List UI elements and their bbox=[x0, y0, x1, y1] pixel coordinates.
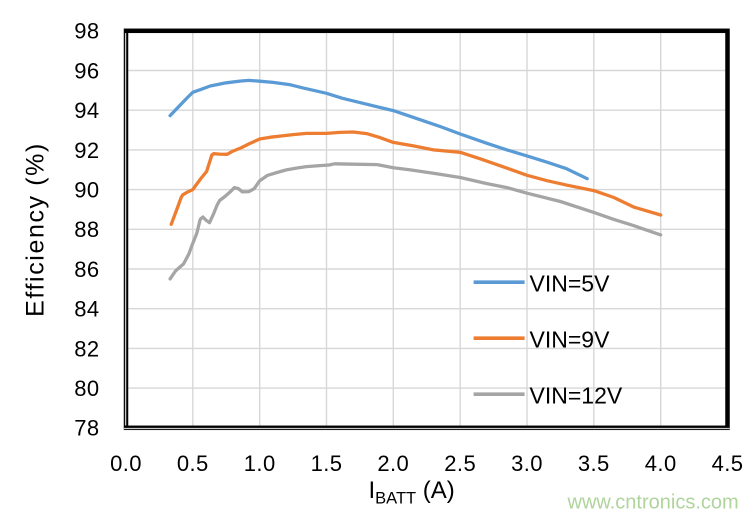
svg-text:1.5: 1.5 bbox=[311, 451, 343, 476]
svg-text:3.5: 3.5 bbox=[578, 451, 610, 476]
svg-text:4.5: 4.5 bbox=[712, 451, 744, 476]
svg-text:0.0: 0.0 bbox=[110, 451, 142, 476]
svg-text:88: 88 bbox=[74, 217, 99, 242]
svg-text:0.5: 0.5 bbox=[177, 451, 209, 476]
svg-text:90: 90 bbox=[74, 178, 99, 203]
svg-text:2.0: 2.0 bbox=[377, 451, 409, 476]
svg-text:82: 82 bbox=[74, 336, 99, 361]
svg-text:VIN=9V: VIN=9V bbox=[530, 326, 611, 352]
svg-text:1.0: 1.0 bbox=[244, 451, 276, 476]
svg-text:84: 84 bbox=[74, 297, 99, 322]
svg-text:2.5: 2.5 bbox=[444, 451, 476, 476]
svg-text:Efficiency (%): Efficiency (%) bbox=[22, 142, 50, 317]
svg-text:86: 86 bbox=[74, 257, 99, 282]
svg-text:80: 80 bbox=[74, 376, 99, 401]
svg-text:VIN=12V: VIN=12V bbox=[530, 382, 623, 408]
svg-text:www.cntronics.com: www.cntronics.com bbox=[567, 492, 739, 514]
svg-text:4.0: 4.0 bbox=[645, 451, 677, 476]
svg-text:96: 96 bbox=[74, 58, 99, 83]
svg-text:94: 94 bbox=[74, 98, 99, 123]
svg-text:VIN=5V: VIN=5V bbox=[530, 270, 611, 296]
svg-text:78: 78 bbox=[74, 416, 99, 441]
svg-text:92: 92 bbox=[74, 138, 99, 163]
svg-text:98: 98 bbox=[74, 19, 99, 44]
svg-text:3.0: 3.0 bbox=[511, 451, 543, 476]
